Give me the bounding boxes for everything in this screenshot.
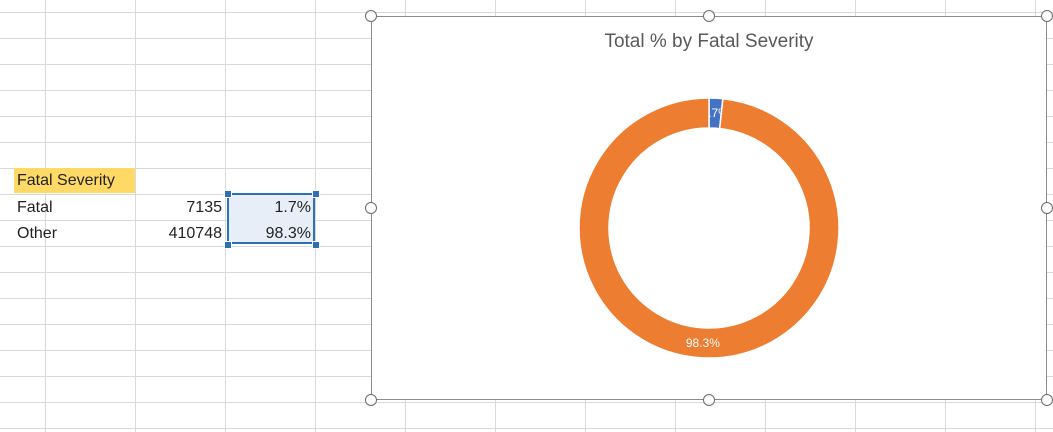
resize-handle-top-left[interactable] xyxy=(365,10,377,22)
resize-handle-top-center[interactable] xyxy=(703,10,715,22)
doughnut-chart[interactable]: 1.7%98.3% xyxy=(372,17,1048,401)
chart-object[interactable]: Total % by Fatal Severity 1.7% 98.3% xyxy=(371,16,1047,400)
resize-handle-middle-right[interactable] xyxy=(1041,202,1053,214)
selected-range[interactable] xyxy=(227,193,315,244)
row-percent-other[interactable]: 98.3% xyxy=(265,225,311,242)
data-label-other[interactable]: 98.3% xyxy=(686,336,720,350)
row-percent-fatal[interactable]: 1.7% xyxy=(274,199,311,216)
chart-title[interactable]: Total % by Fatal Severity xyxy=(604,31,814,52)
row-count-fatal[interactable]: 7135 xyxy=(186,199,222,216)
slice-other[interactable] xyxy=(578,97,840,359)
resize-handle-bottom-center[interactable] xyxy=(703,394,715,406)
selection-handle-top-right[interactable] xyxy=(312,190,320,198)
row-count-other[interactable]: 410748 xyxy=(168,225,222,242)
row-label-other[interactable]: Other xyxy=(17,225,58,242)
resize-handle-top-right[interactable] xyxy=(1041,10,1053,22)
selection-handle-bottom-left[interactable] xyxy=(224,241,232,249)
selection-handle-top-left[interactable] xyxy=(224,190,232,198)
table-header-fatal-severity[interactable]: Fatal Severity xyxy=(14,168,135,193)
selection-handle-bottom-right[interactable] xyxy=(312,241,320,249)
resize-handle-bottom-right[interactable] xyxy=(1041,394,1053,406)
resize-handle-middle-left[interactable] xyxy=(365,202,377,214)
row-label-fatal[interactable]: Fatal xyxy=(17,199,53,216)
resize-handle-bottom-left[interactable] xyxy=(365,394,377,406)
